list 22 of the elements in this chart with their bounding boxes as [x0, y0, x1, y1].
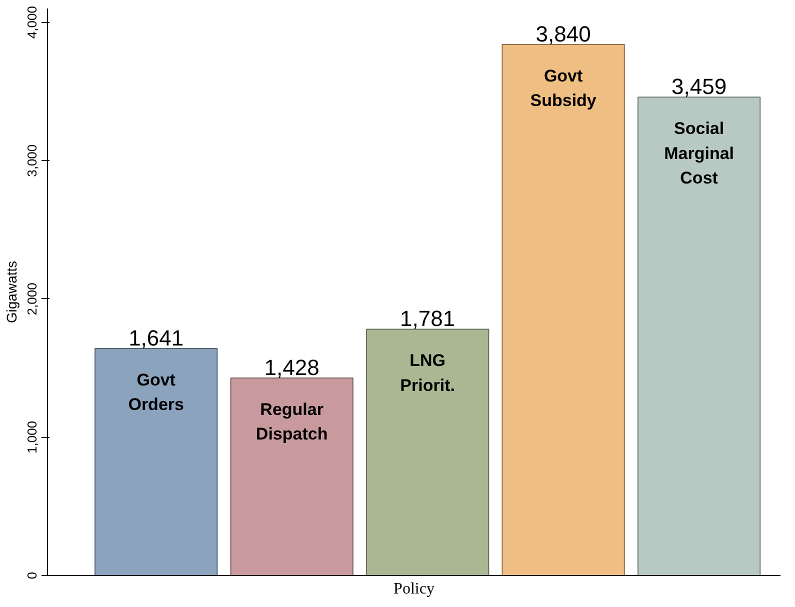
x-tick-label: LNG Priorit.: [400, 351, 455, 395]
x-axis-title: Policy: [394, 580, 434, 598]
bar: [366, 328, 490, 576]
data-label: 3,459: [672, 74, 727, 100]
data-label: 1,428: [264, 355, 320, 380]
x-tick-label: Govt Subsidy: [530, 66, 597, 110]
data-label: 3,840: [536, 21, 591, 46]
data-label: 1,641: [128, 326, 184, 351]
bar: [94, 348, 218, 576]
y-axis-title: Gigawatts: [4, 260, 20, 324]
x-tick-label: Regular Dispatch: [256, 400, 328, 444]
bar: [230, 378, 354, 576]
y-tick-label: 0: [24, 572, 40, 580]
x-tick-label: Social Marginal Cost: [664, 119, 734, 188]
bar: [502, 44, 625, 576]
y-tick-label: 1,000: [24, 420, 40, 454]
y-tick-label: 4,000: [24, 6, 40, 39]
bar: [637, 96, 761, 576]
y-tick-label: 3,000: [24, 144, 40, 177]
data-label: 1,781: [400, 306, 456, 332]
x-tick-label: Govt Orders: [128, 370, 184, 414]
y-tick-label: 2,000: [24, 282, 40, 316]
